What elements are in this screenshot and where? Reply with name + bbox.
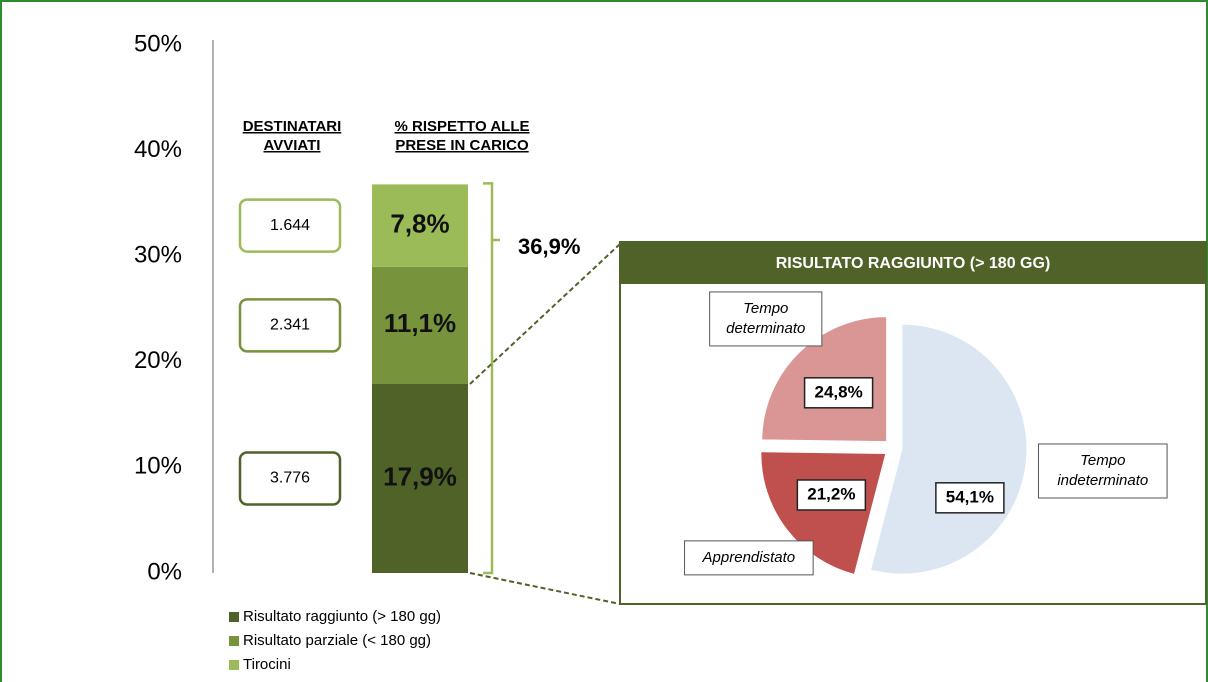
value-label: 11,1% (384, 308, 456, 338)
value-label: 17,9% (383, 461, 457, 491)
total-bracket (483, 182, 500, 575)
category-label-box (1037, 443, 1168, 499)
y-tick-label: 10% (134, 453, 182, 480)
count-box (238, 451, 342, 506)
count-label: 3.776 (270, 470, 310, 487)
category-label: Apprendistato (702, 549, 796, 566)
count-label: 2.341 (270, 317, 310, 334)
label-line: determinato (726, 320, 805, 337)
connector (469, 572, 621, 605)
legend-label: Risultato raggiunto (> 180 gg) (243, 608, 441, 625)
bar-segment (372, 184, 468, 267)
column-header: % RISPETTO ALLE PRESE IN CARICO (394, 118, 529, 154)
count-box (238, 298, 342, 353)
header-line: DESTINATARI (243, 118, 342, 135)
y-tick-label: 50% (134, 30, 182, 57)
value-label: 7,8% (390, 208, 449, 238)
y-tick-label: 30% (134, 242, 182, 269)
value-label-box (803, 377, 874, 409)
legend-label: Risultato parziale (< 180 gg) (243, 632, 431, 649)
label-line: Tempo (1080, 452, 1125, 469)
total-label: 36,9% (518, 234, 580, 259)
bar-segment (372, 266, 468, 384)
category-label-box (709, 291, 823, 347)
header-line: PRESE IN CARICO (395, 137, 529, 154)
category-label: Tempo determinato (726, 300, 805, 337)
label-line: Tempo (743, 300, 788, 317)
bar-segment (372, 383, 468, 573)
legend-swatch (229, 612, 239, 622)
category-label: Tempo indeterminato (1057, 452, 1148, 489)
header-line: % RISPETTO ALLE (394, 118, 529, 135)
y-tick-label: 0% (147, 558, 182, 585)
column-header: DESTINATARI AVVIATI (243, 118, 342, 154)
legend-swatch (229, 660, 239, 670)
legend-swatch (229, 636, 239, 646)
value-label: 54,1% (946, 487, 994, 506)
pie-title: RISULTATO RAGGIUNTO (> 180 GG) (776, 255, 1051, 272)
value-label-box (796, 479, 867, 511)
y-tick-label: 20% (134, 347, 182, 374)
legend-label: Tirocini (243, 656, 291, 673)
header-line: AVVIATI (264, 137, 321, 154)
connector (469, 243, 621, 385)
value-label: 21,2% (807, 484, 855, 503)
label-line: indeterminato (1057, 472, 1148, 489)
value-label-box (935, 482, 1005, 514)
pie-header (620, 242, 1206, 284)
value-label: 24,8% (814, 382, 862, 401)
y-tick-label: 40% (134, 136, 182, 163)
category-label-box (684, 540, 814, 576)
count-box (238, 198, 342, 253)
count-label: 1.644 (270, 217, 310, 234)
